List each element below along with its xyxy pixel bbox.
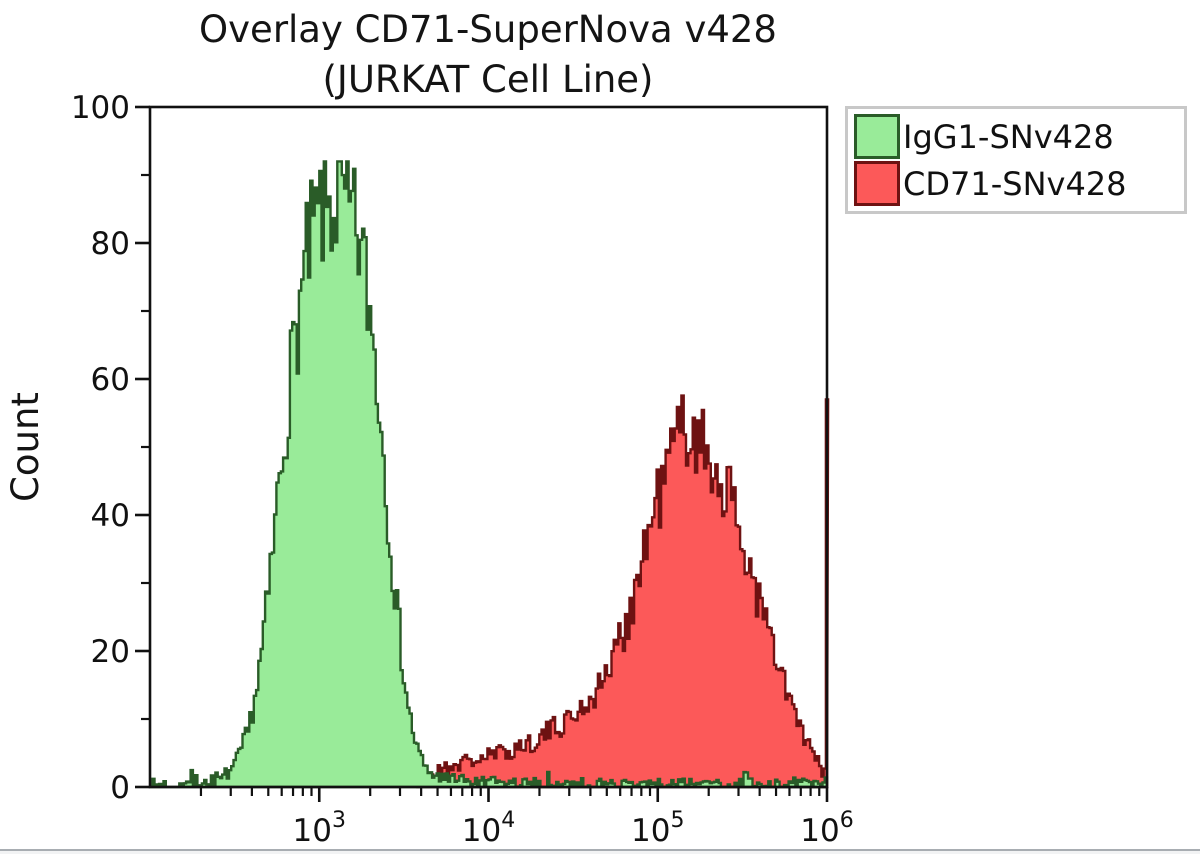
x-tick-label: 103 (293, 808, 346, 849)
x-tick-label: 105 (631, 808, 684, 849)
legend-swatch-cd71-icon (854, 161, 900, 206)
chart-title-line2: (JURKAT Cell Line) (322, 58, 653, 101)
legend-item-cd71: CD71-SNv428 (854, 161, 1178, 206)
legend-swatch-igg1-icon (854, 114, 900, 159)
y-tick-label: 0 (110, 770, 130, 806)
y-tick-label: 60 (91, 362, 130, 398)
y-tick-label: 20 (91, 634, 130, 670)
chart-title-line1: Overlay CD71-SuperNova v428 (199, 8, 777, 51)
y-tick-label: 80 (91, 226, 130, 262)
y-tick-label: 100 (71, 90, 130, 126)
plot-frame (148, 105, 829, 789)
window-bottom-divider (0, 849, 1200, 851)
series-histogram-cd71-snv428 (416, 394, 830, 789)
legend-item-igg1: IgG1-SNv428 (854, 114, 1178, 159)
x-tick-label: 104 (462, 808, 515, 849)
series-histogram-igg1-snv428 (150, 160, 829, 789)
window-bottom-fill (0, 851, 1200, 854)
series-layer (150, 160, 830, 789)
legend: IgG1-SNv428 CD71-SNv428 (845, 106, 1187, 214)
x-tick-label: 106 (800, 808, 853, 849)
legend-label-igg1: IgG1-SNv428 (903, 117, 1114, 156)
legend-label-cd71: CD71-SNv428 (903, 164, 1127, 203)
y-tick-label: 40 (91, 498, 130, 534)
y-axis-title: Count (4, 392, 47, 502)
